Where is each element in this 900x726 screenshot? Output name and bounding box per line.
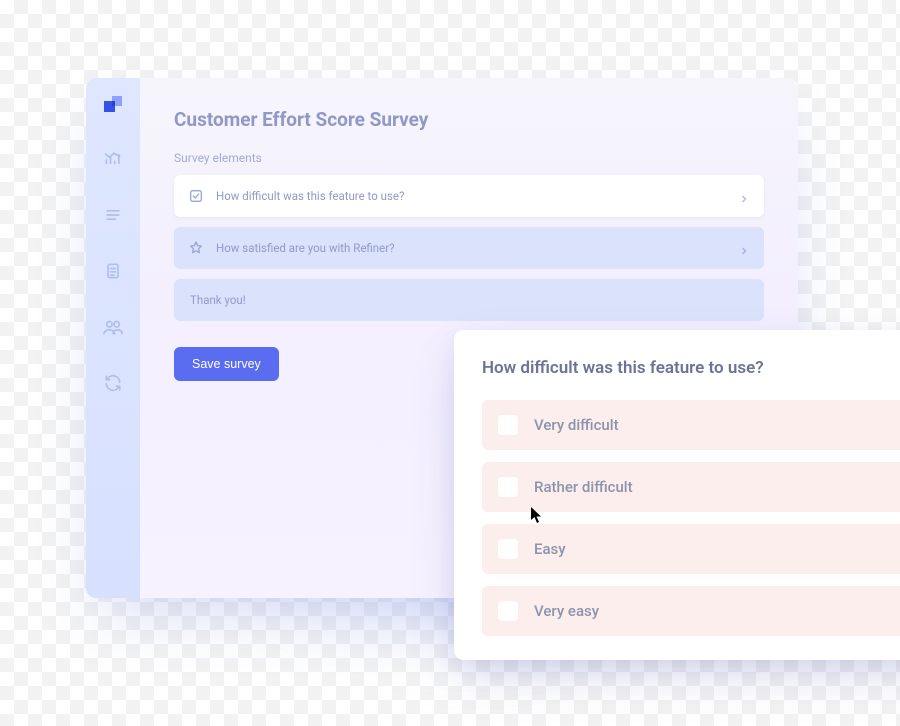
element-label: How difficult was this feature to use? bbox=[216, 189, 726, 203]
clipboard-icon bbox=[103, 261, 123, 281]
section-label: Survey elements bbox=[174, 151, 764, 165]
survey-elements-list: How difficult was this feature to use? H… bbox=[174, 175, 764, 321]
preview-options-list: Very difficult Rather difficult Easy Ver… bbox=[482, 400, 900, 636]
sidebar-item-dashboard[interactable] bbox=[102, 148, 124, 170]
menu-icon bbox=[103, 205, 123, 225]
preview-option[interactable]: Very difficult bbox=[482, 400, 900, 450]
star-icon bbox=[188, 240, 204, 256]
check-square-icon bbox=[188, 188, 204, 204]
element-label: How satisfied are you with Refiner? bbox=[216, 241, 726, 255]
sidebar bbox=[86, 78, 140, 598]
chart-icon bbox=[103, 149, 123, 169]
refresh-icon bbox=[103, 373, 123, 393]
survey-element-item[interactable]: How difficult was this feature to use? bbox=[174, 175, 764, 217]
preview-option[interactable]: Very easy bbox=[482, 586, 900, 636]
checkbox-icon bbox=[498, 601, 518, 621]
page-title: Customer Effort Score Survey bbox=[174, 108, 764, 131]
save-survey-button[interactable]: Save survey bbox=[174, 347, 279, 381]
preview-option[interactable]: Easy bbox=[482, 524, 900, 574]
sidebar-item-integrations[interactable] bbox=[102, 372, 124, 394]
chevron-right-icon bbox=[738, 190, 750, 202]
chevron-right-icon bbox=[738, 242, 750, 254]
checkbox-icon bbox=[498, 415, 518, 435]
checkbox-icon bbox=[498, 539, 518, 559]
refiner-logo bbox=[104, 96, 122, 114]
preview-option[interactable]: Rather difficult bbox=[482, 462, 900, 512]
sidebar-item-audiences[interactable] bbox=[102, 316, 124, 338]
element-label: Thank you! bbox=[188, 293, 750, 307]
sidebar-item-surveys[interactable] bbox=[102, 260, 124, 282]
question-preview-card: How difficult was this feature to use? V… bbox=[454, 330, 900, 660]
option-label: Easy bbox=[534, 540, 566, 558]
users-icon bbox=[102, 317, 124, 337]
preview-question-title: How difficult was this feature to use? bbox=[482, 358, 900, 378]
survey-element-item[interactable]: Thank you! bbox=[174, 279, 764, 321]
option-label: Rather difficult bbox=[534, 478, 633, 496]
option-label: Very easy bbox=[534, 602, 599, 620]
checkbox-icon bbox=[498, 477, 518, 497]
option-label: Very difficult bbox=[534, 416, 619, 434]
sidebar-item-menu[interactable] bbox=[102, 204, 124, 226]
survey-element-item[interactable]: How satisfied are you with Refiner? bbox=[174, 227, 764, 269]
